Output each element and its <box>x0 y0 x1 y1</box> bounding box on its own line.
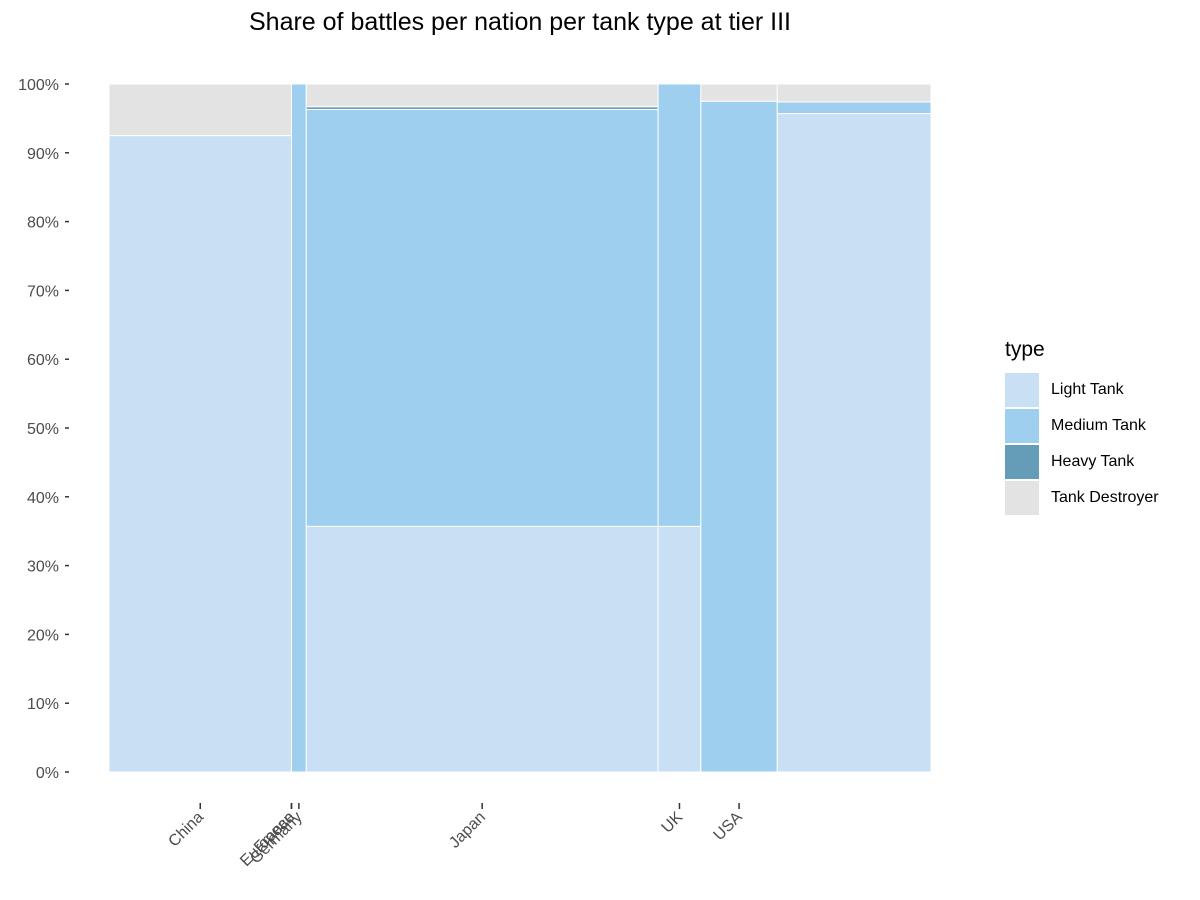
legend-swatch <box>1005 481 1039 515</box>
legend-item: Light Tank <box>1005 372 1159 408</box>
mosaic-cell <box>776 83 932 103</box>
mosaic-cell <box>305 525 659 773</box>
y-tick-label: 60% <box>27 352 59 369</box>
chart-title: Share of battles per nation per tank typ… <box>249 8 791 36</box>
legend-item: Tank Destroyer <box>1005 480 1159 516</box>
x-tick-label: China <box>165 809 207 851</box>
legend-swatch <box>1005 409 1039 443</box>
legend: type Light Tank Medium Tank Heavy Tank Tank… <box>1005 338 1159 516</box>
mosaic-cell <box>108 83 292 137</box>
mosaic-cell <box>657 525 702 773</box>
mosaic-cell <box>657 83 702 527</box>
y-tick-label: 100% <box>18 77 59 94</box>
legend-label: Tank Destroyer <box>1051 489 1159 506</box>
y-tick-label: 40% <box>27 490 59 507</box>
mosaic-cell <box>776 101 932 115</box>
legend-title: type <box>1005 338 1045 361</box>
y-tick-label: 80% <box>27 215 59 232</box>
legend-label: Medium Tank <box>1051 417 1146 434</box>
legend-swatch <box>1005 445 1039 479</box>
legend-label: Light Tank <box>1051 381 1124 398</box>
mosaic-cell <box>700 100 778 773</box>
x-tick-label: Japan <box>446 809 489 852</box>
x-tick-label: UK <box>659 809 687 837</box>
y-tick-label: 50% <box>27 421 59 438</box>
legend-items: Light Tank Medium Tank Heavy Tank Tank Dest… <box>1005 372 1159 516</box>
y-tick-label: 30% <box>27 559 59 576</box>
legend-label: Heavy Tank <box>1051 453 1135 470</box>
y-tick-label: 0% <box>36 765 59 782</box>
y-tick-label: 90% <box>27 146 59 163</box>
legend-swatch <box>1005 373 1039 407</box>
mosaic-plot: 0%10%20%30%40%50%60%70%80%90%100%China Eu… <box>18 77 932 870</box>
y-tick-label: 20% <box>27 627 59 644</box>
mosaic-cell <box>776 113 932 773</box>
legend-item: Medium Tank <box>1005 408 1159 444</box>
mosaic-cell <box>700 83 778 102</box>
x-tick-label: USA <box>711 809 747 845</box>
mosaic-cell <box>305 83 659 108</box>
y-tick-label: 10% <box>27 696 59 713</box>
y-tick-label: 70% <box>27 283 59 300</box>
mosaic-cell <box>108 135 292 773</box>
mosaic-cell <box>305 108 659 527</box>
mosaic-cell <box>290 83 307 773</box>
legend-item: Heavy Tank <box>1005 444 1159 480</box>
